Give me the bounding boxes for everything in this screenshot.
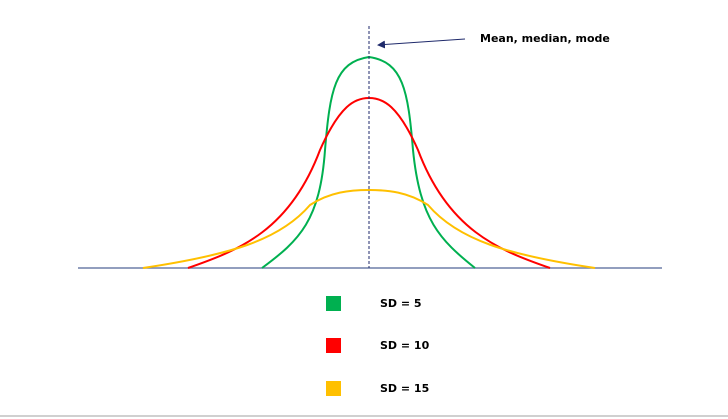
curve (142, 188, 596, 269)
legend-swatch (326, 381, 341, 396)
legend-swatch (326, 296, 341, 311)
legend-swatch (326, 338, 341, 353)
arrow (377, 38, 466, 49)
annotation: Mean, median, mode (480, 32, 610, 45)
legend-label: SD = 5 (380, 297, 422, 310)
legend-label: SD = 10 (380, 339, 430, 352)
legend-label: SD = 15 (380, 382, 429, 395)
legend: SD = 5 SD = 10 SD = 15 (326, 296, 430, 396)
